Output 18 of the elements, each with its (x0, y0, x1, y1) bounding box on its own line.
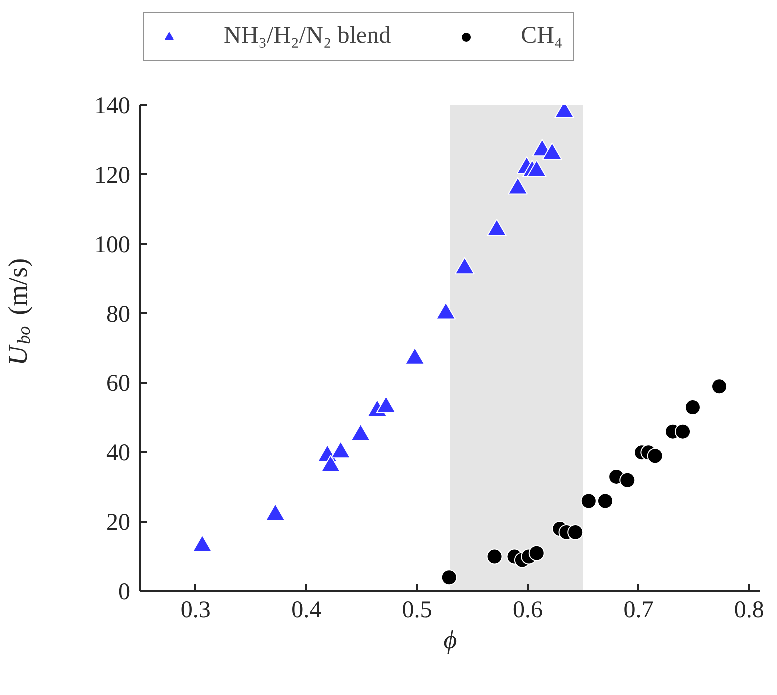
x-tick-label: 0.4 (292, 598, 322, 624)
y-tick-label: 120 (94, 162, 130, 189)
x-tick-label: 0.8 (734, 598, 764, 624)
y-tick-label: 140 (94, 94, 130, 120)
y-tick-label: 100 (94, 232, 130, 258)
legend-label: CH₄ (521, 23, 563, 50)
x-tick-label: 0.3 (180, 598, 211, 624)
y-tick-label: 80 (106, 302, 130, 328)
y-tick-label: 20 (106, 510, 130, 536)
x-tick-label: 0.7 (624, 598, 654, 624)
y-axis-title: Ubo (m/s) (3, 258, 34, 366)
x-axis-title: ϕ (444, 626, 458, 654)
legend-label: NH₃/H₂/N₂ blend (224, 23, 392, 50)
x-tick-label: 0.5 (402, 598, 432, 624)
y-tick-label: 40 (106, 440, 130, 467)
y-tick-label: 60 (106, 371, 130, 398)
y-tick-label: 0 (118, 580, 130, 606)
x-tick-label: 0.6 (513, 598, 543, 624)
